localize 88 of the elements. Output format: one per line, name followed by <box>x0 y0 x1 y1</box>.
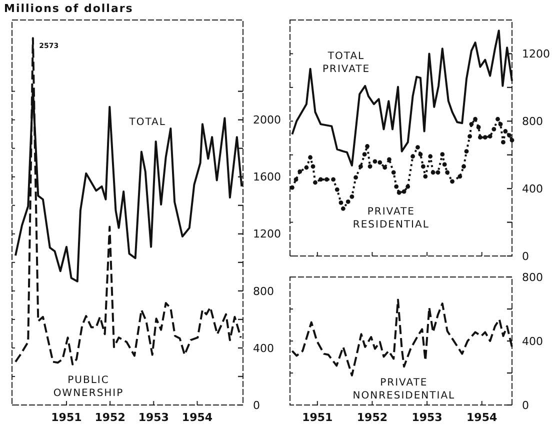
y-tick-label: 800 <box>522 270 543 284</box>
point <box>488 134 492 139</box>
x-tick-label: 1953 <box>138 411 169 424</box>
point <box>445 170 450 175</box>
x-tick-label: 1954 <box>182 411 213 424</box>
point <box>350 194 354 199</box>
y-tick-label: 0 <box>522 250 529 263</box>
y-tick-label: 1200 <box>522 48 550 61</box>
point <box>501 140 506 144</box>
series-label: PRIVATE NONRESIDENTIAL <box>352 377 456 402</box>
point <box>313 180 318 185</box>
point <box>507 133 512 138</box>
point <box>394 184 399 189</box>
point <box>310 164 316 169</box>
point <box>462 164 466 169</box>
point <box>510 138 514 142</box>
point <box>354 175 358 180</box>
point <box>478 135 482 140</box>
point <box>482 135 488 140</box>
point <box>298 169 302 174</box>
point <box>387 157 392 162</box>
point <box>421 164 426 169</box>
point <box>430 170 436 175</box>
point <box>402 189 406 194</box>
point <box>423 174 428 179</box>
line-series <box>291 30 513 166</box>
x-tick-label: 1952 <box>356 411 388 424</box>
y-tick-label: 800 <box>522 114 543 128</box>
line-series <box>291 298 513 376</box>
series-label: PUBLIC OWNERSHIP <box>53 375 124 400</box>
y-tick-label: 800 <box>253 284 274 298</box>
point <box>410 154 415 159</box>
point <box>464 149 469 154</box>
point <box>365 144 370 148</box>
point <box>473 116 478 122</box>
point <box>391 170 396 175</box>
point <box>503 129 508 134</box>
series-label: TOTAL PRIVATE <box>322 50 370 75</box>
point <box>440 152 445 157</box>
point <box>382 165 388 170</box>
y-tick-label: 400 <box>522 182 543 196</box>
x-tick-label: 1954 <box>466 411 498 424</box>
x-tick-label: 1952 <box>94 411 126 424</box>
point <box>428 154 433 159</box>
point <box>442 162 447 167</box>
point <box>338 200 344 205</box>
point <box>436 170 440 175</box>
point <box>396 190 402 195</box>
x-tick-label: 1951 <box>302 411 333 424</box>
point <box>450 179 454 184</box>
point <box>334 187 340 192</box>
point <box>358 164 363 169</box>
point <box>294 177 298 182</box>
y-axis-title: Millions of dollars <box>4 2 134 15</box>
point <box>492 127 496 132</box>
point <box>476 125 481 130</box>
point <box>498 122 503 126</box>
x-tick-label: 1953 <box>412 411 442 424</box>
point <box>324 177 329 182</box>
y-tick-label: 2000 <box>253 114 281 127</box>
y-tick-label: 1200 <box>253 228 281 241</box>
series-label: PRIVATE RESIDENTIAL <box>352 206 430 231</box>
line-series <box>14 37 242 366</box>
point <box>372 159 378 164</box>
point <box>458 174 462 179</box>
y-tick-label: 0 <box>522 398 529 412</box>
point <box>308 155 312 160</box>
point <box>468 134 472 139</box>
y-tick-label: 400 <box>253 342 274 355</box>
point <box>340 206 346 211</box>
point <box>290 185 294 190</box>
y-tick-label: 0 <box>253 398 260 412</box>
point <box>346 200 350 204</box>
point <box>318 177 323 182</box>
x-tick-label: 1951 <box>51 411 82 424</box>
point <box>406 184 410 189</box>
point <box>331 177 336 182</box>
point <box>304 165 309 170</box>
point <box>368 164 372 169</box>
y-tick-label: 400 <box>522 334 543 348</box>
point <box>362 152 367 157</box>
point <box>469 122 474 126</box>
point <box>416 145 420 150</box>
point <box>378 160 382 165</box>
series-label: TOTAL <box>128 116 166 128</box>
point <box>496 116 500 122</box>
point <box>418 152 423 157</box>
y-tick-label: 1600 <box>253 170 281 184</box>
